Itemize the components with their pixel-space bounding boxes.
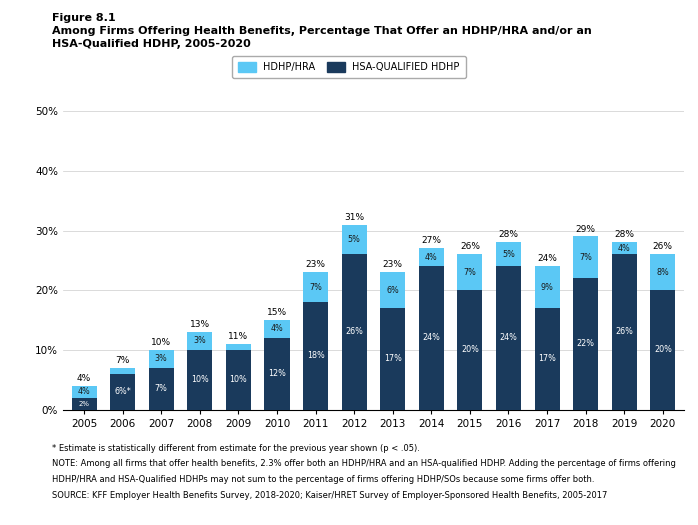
Bar xyxy=(71,386,96,397)
Text: 7%: 7% xyxy=(463,268,476,277)
Bar xyxy=(457,255,482,290)
Text: 20%: 20% xyxy=(654,345,671,354)
Bar xyxy=(110,368,135,374)
Text: 18%: 18% xyxy=(306,351,325,360)
Text: 8%: 8% xyxy=(656,268,669,277)
Text: SOURCE: KFF Employer Health Benefits Survey, 2018-2020; Kaiser/HRET Survey of Em: SOURCE: KFF Employer Health Benefits Sur… xyxy=(52,491,608,500)
Bar xyxy=(419,266,444,410)
Text: 3%: 3% xyxy=(155,354,168,363)
Text: Figure 8.1: Figure 8.1 xyxy=(52,13,116,23)
Bar xyxy=(187,350,212,410)
Text: 24%: 24% xyxy=(422,333,440,342)
Text: 10%: 10% xyxy=(230,375,247,384)
Bar xyxy=(611,243,637,255)
Text: Among Firms Offering Health Benefits, Percentage That Offer an HDHP/HRA and/or a: Among Firms Offering Health Benefits, Pe… xyxy=(52,26,592,36)
Text: NOTE: Among all firms that offer health benefits, 2.3% offer both an HDHP/HRA an: NOTE: Among all firms that offer health … xyxy=(52,459,676,468)
Bar xyxy=(303,272,328,302)
Bar xyxy=(573,278,598,410)
Bar xyxy=(380,308,406,410)
Text: 5%: 5% xyxy=(502,250,515,259)
Text: 6%: 6% xyxy=(387,286,399,295)
Text: 26%: 26% xyxy=(653,243,673,251)
Text: 27%: 27% xyxy=(422,236,441,246)
Text: 26%: 26% xyxy=(460,243,480,251)
Bar xyxy=(226,344,251,350)
Text: 6%*: 6%* xyxy=(114,387,131,396)
Bar xyxy=(149,368,174,410)
Bar xyxy=(110,374,135,410)
Bar xyxy=(265,338,290,410)
Bar xyxy=(341,255,366,410)
Text: 5%: 5% xyxy=(348,235,361,244)
Text: 17%: 17% xyxy=(384,354,401,363)
Bar xyxy=(496,243,521,266)
Bar xyxy=(380,272,406,308)
Text: 22%: 22% xyxy=(577,339,595,349)
Text: 28%: 28% xyxy=(498,230,519,239)
Bar xyxy=(651,255,676,290)
Text: 24%: 24% xyxy=(500,333,517,342)
Bar xyxy=(457,290,482,410)
Text: 7%: 7% xyxy=(115,356,130,365)
Bar xyxy=(265,320,290,338)
Text: 10%: 10% xyxy=(191,375,209,384)
Text: * Estimate is statistically different from estimate for the previous year shown : * Estimate is statistically different fr… xyxy=(52,444,420,453)
Bar xyxy=(226,350,251,410)
Bar xyxy=(303,302,328,410)
Text: 7%: 7% xyxy=(579,253,592,262)
Text: 31%: 31% xyxy=(344,213,364,222)
Text: 23%: 23% xyxy=(306,260,325,269)
Bar xyxy=(187,332,212,350)
Text: 3%: 3% xyxy=(193,337,206,345)
Text: 4%: 4% xyxy=(271,324,283,333)
Text: HDHP/HRA and HSA-Qualified HDHPs may not sum to the percentage of firms offering: HDHP/HRA and HSA-Qualified HDHPs may not… xyxy=(52,475,595,484)
Text: 11%: 11% xyxy=(228,332,248,341)
Text: 17%: 17% xyxy=(538,354,556,363)
Text: 4%: 4% xyxy=(77,374,91,383)
Bar xyxy=(419,248,444,266)
Bar xyxy=(496,266,521,410)
Bar xyxy=(535,308,560,410)
Text: 29%: 29% xyxy=(576,225,595,234)
Text: 24%: 24% xyxy=(537,254,557,264)
Text: 26%: 26% xyxy=(346,328,363,337)
Legend: HDHP/HRA, HSA-QUALIFIED HDHP: HDHP/HRA, HSA-QUALIFIED HDHP xyxy=(232,56,466,78)
Text: 2%: 2% xyxy=(79,401,89,406)
Text: 7%: 7% xyxy=(155,384,168,393)
Text: 13%: 13% xyxy=(190,320,210,329)
Text: 12%: 12% xyxy=(268,369,286,378)
Text: 28%: 28% xyxy=(614,230,634,239)
Bar xyxy=(651,290,676,410)
Bar xyxy=(149,350,174,368)
Text: 20%: 20% xyxy=(461,345,479,354)
Bar xyxy=(341,225,366,255)
Text: 15%: 15% xyxy=(267,308,287,317)
Text: 23%: 23% xyxy=(383,260,403,269)
Text: 9%: 9% xyxy=(541,282,554,292)
Bar xyxy=(611,255,637,410)
Text: 7%: 7% xyxy=(309,282,322,292)
Text: 4%: 4% xyxy=(425,253,438,262)
Text: HSA-Qualified HDHP, 2005-2020: HSA-Qualified HDHP, 2005-2020 xyxy=(52,39,251,49)
Bar xyxy=(71,397,96,410)
Text: 4%: 4% xyxy=(618,244,630,253)
Text: 26%: 26% xyxy=(616,328,633,337)
Text: 4%: 4% xyxy=(77,387,91,396)
Bar xyxy=(573,236,598,278)
Bar xyxy=(535,266,560,308)
Text: 10%: 10% xyxy=(151,338,171,347)
